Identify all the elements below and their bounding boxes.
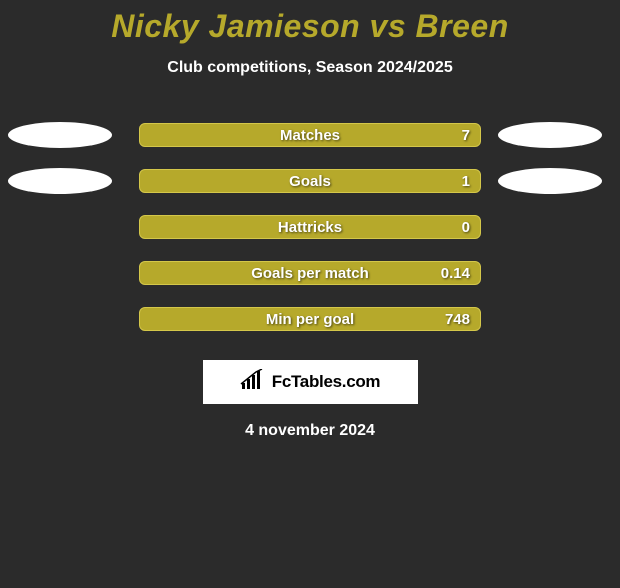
stat-label: Min per goal — [266, 311, 354, 328]
ellipse-right — [498, 122, 602, 148]
stat-value: 0.14 — [441, 265, 470, 282]
logo-text: FcTables.com — [272, 372, 381, 392]
stat-label: Hattricks — [278, 219, 342, 236]
stat-bar: Goals 1 — [139, 169, 481, 193]
stat-label: Goals per match — [251, 265, 369, 282]
stat-bar: Min per goal 748 — [139, 307, 481, 331]
page-title: Nicky Jamieson vs Breen — [0, 8, 620, 45]
stat-bar: Goals per match 0.14 — [139, 261, 481, 285]
stat-label: Matches — [280, 127, 340, 144]
stat-value: 748 — [445, 311, 470, 328]
stat-bar: Matches 7 — [139, 123, 481, 147]
stat-row: Min per goal 748 — [0, 296, 620, 342]
footer-date: 4 november 2024 — [0, 422, 620, 440]
stat-row: Goals 1 — [0, 158, 620, 204]
stat-row: Goals per match 0.14 — [0, 250, 620, 296]
stat-row: Matches 7 — [0, 112, 620, 158]
bar-chart-icon — [240, 369, 266, 396]
stat-value: 7 — [462, 127, 470, 144]
stat-row: Hattricks 0 — [0, 204, 620, 250]
stat-label: Goals — [289, 173, 331, 190]
subtitle: Club competitions, Season 2024/2025 — [0, 59, 620, 77]
ellipse-left — [8, 168, 112, 194]
stats-chart: Matches 7 Goals 1 Hattricks 0 Goals per match 0… — [0, 112, 620, 342]
ellipse-left — [8, 122, 112, 148]
ellipse-right — [498, 168, 602, 194]
stat-value: 1 — [462, 173, 470, 190]
stat-bar: Hattricks 0 — [139, 215, 481, 239]
logo-box: FcTables.com — [203, 360, 418, 404]
stat-value: 0 — [462, 219, 470, 236]
